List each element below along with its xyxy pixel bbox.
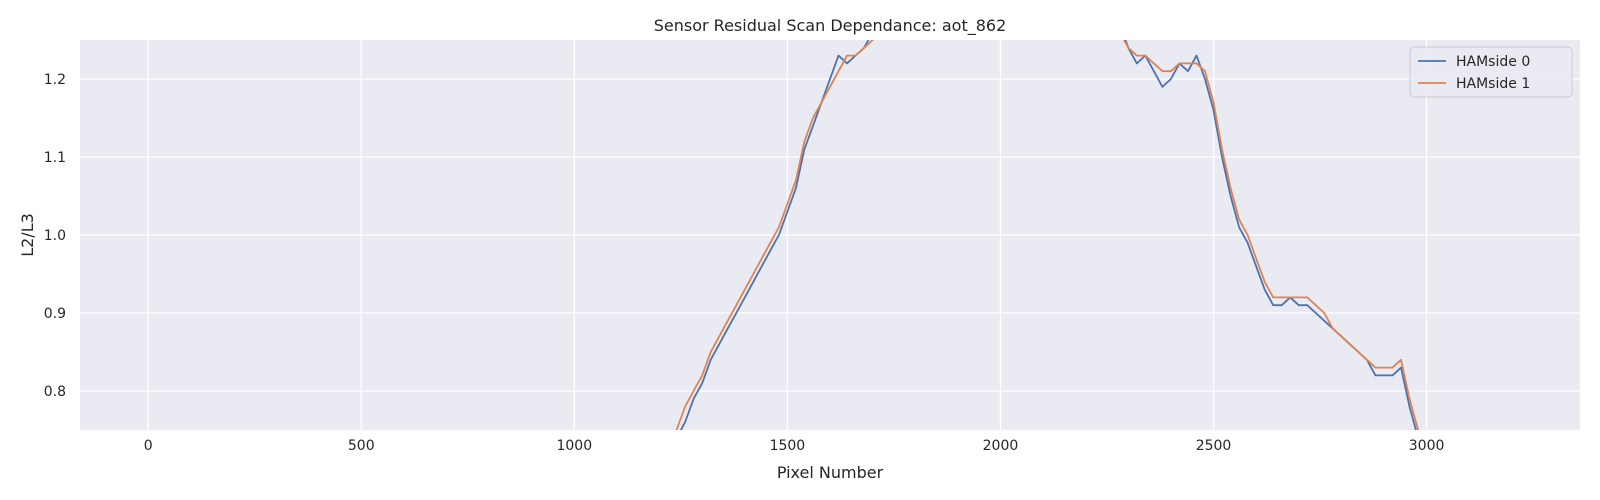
legend: HAMside 0 HAMside 1	[1409, 46, 1573, 98]
series-line-1	[675, 40, 1419, 430]
x-tick-label: 2000	[983, 438, 1019, 454]
x-tick-label: 0	[144, 438, 153, 454]
legend-label: HAMside 1	[1456, 76, 1530, 92]
grid-lines	[80, 40, 1580, 430]
x-tick-label: 500	[348, 438, 375, 454]
y-tick-label: 1.1	[44, 150, 66, 166]
series-layer	[675, 40, 1419, 430]
y-tick-labels: 0.8 0.9 1.0 1.1 1.2	[44, 72, 66, 400]
y-tick-label: 0.8	[44, 384, 66, 400]
x-tick-label: 1500	[770, 438, 806, 454]
x-tick-label: 2500	[1196, 438, 1232, 454]
y-axis-label: L2/L3	[18, 213, 37, 257]
y-tick-label: 1.2	[44, 72, 66, 88]
chart-title: Sensor Residual Scan Dependance: aot_862	[654, 16, 1007, 36]
legend-box	[1409, 46, 1573, 98]
x-axis-label: Pixel Number	[777, 463, 884, 482]
legend-label: HAMside 0	[1456, 54, 1530, 70]
x-tick-label: 3000	[1409, 438, 1445, 454]
y-tick-label: 1.0	[44, 228, 66, 244]
x-tick-label: 1000	[556, 438, 592, 454]
y-tick-label: 0.9	[44, 306, 66, 322]
x-tick-labels: 0 500 1000 1500 2000 2500 3000	[144, 438, 1445, 454]
